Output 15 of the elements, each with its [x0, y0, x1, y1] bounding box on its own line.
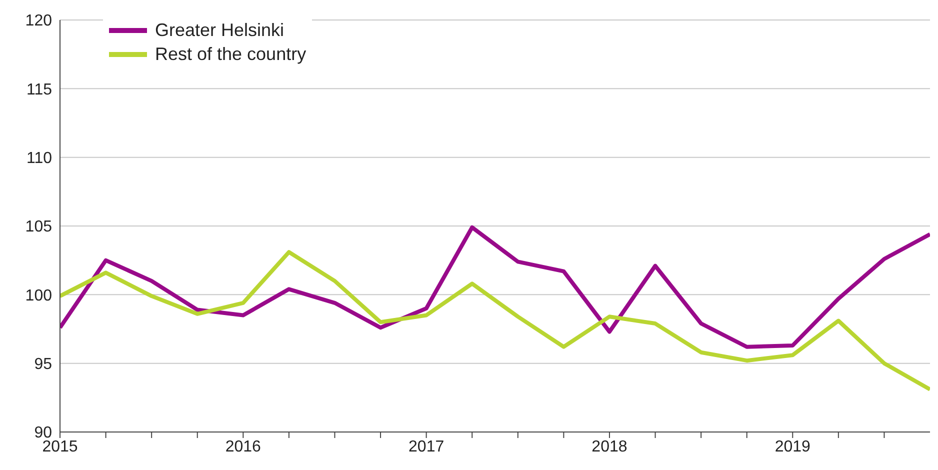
- x-tick-label: 2017: [408, 438, 444, 456]
- y-tick-label: 120: [25, 12, 52, 30]
- x-tick-label: 2016: [225, 438, 262, 456]
- x-tick-label: 2019: [774, 438, 811, 456]
- x-tick-label: 2015: [42, 438, 78, 456]
- y-tick-label: 110: [26, 150, 52, 168]
- y-tick-label: 105: [25, 218, 52, 236]
- line-series: [60, 225, 930, 349]
- line-series: [60, 250, 930, 392]
- y-tick-label: 95: [34, 356, 52, 374]
- y-tick-label: 100: [25, 287, 52, 304]
- x-tick-label: 2018: [592, 438, 628, 456]
- legend-label: Greater Helsinki: [155, 20, 284, 40]
- legend-label: Rest of the country: [155, 44, 306, 64]
- y-tick-label: 115: [26, 81, 52, 98]
